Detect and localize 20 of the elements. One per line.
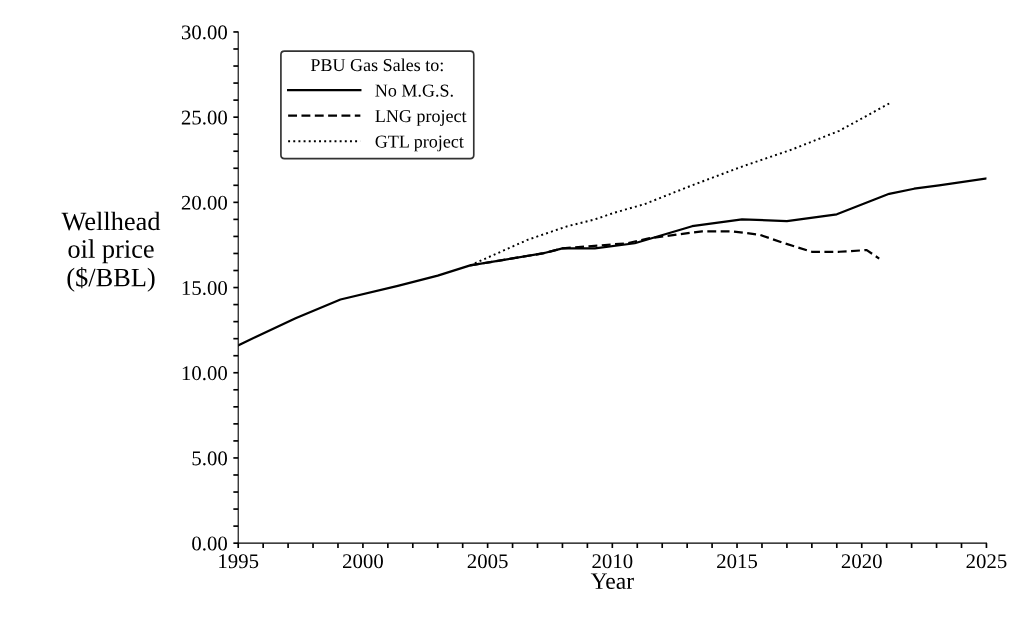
x-tick-label: 2000 [343,554,383,569]
y-tick-label: 10.00 [182,366,227,381]
x-tick-label: 1995 [219,554,259,569]
y-tick-label: 30.00 [181,25,227,40]
y-tick-label: 0.00 [192,536,227,551]
x-axis-title: Year [590,573,634,590]
x-tick-label: 2025 [966,554,1007,569]
y-axis-title: Wellhead oil price ($/BBL) [61,211,161,292]
y-tick-label: 25.00 [181,110,227,125]
x-tick-label: 2010 [592,554,633,569]
legend-label: No M.G.S. [375,84,453,97]
y-tick-label: 20.00 [181,195,227,210]
legend-title: PBU Gas Sales to: [310,58,443,72]
x-tick-label: 2020 [841,554,882,569]
x-tick-label: 2015 [717,554,758,569]
y-tick-label: 15.00 [182,280,227,296]
legend-label: GTL project [375,135,464,152]
legend-label: LNG project [375,110,467,126]
x-tick-label: 2005 [467,554,508,569]
y-tick-label: 5.00 [192,451,227,466]
